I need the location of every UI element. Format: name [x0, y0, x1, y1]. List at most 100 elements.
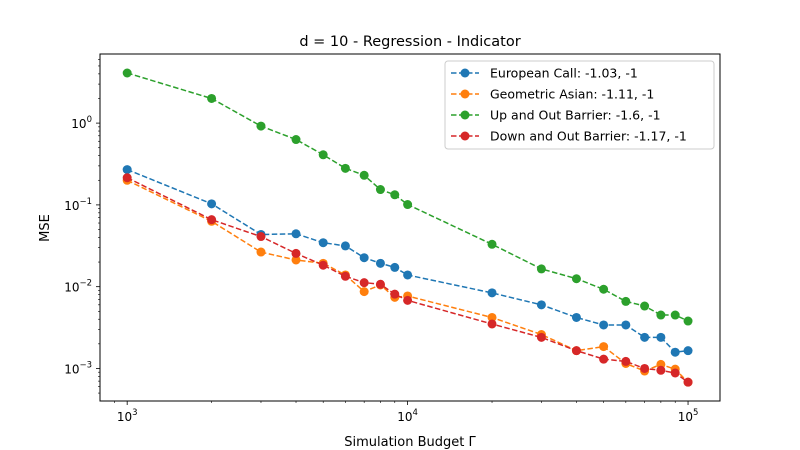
- data-point: [291, 255, 301, 265]
- data-point: [291, 248, 301, 258]
- plot-frame: [99, 53, 721, 402]
- data-point: [256, 232, 266, 242]
- x-tick-label-exponent: 4: [413, 408, 418, 418]
- x-tick-label-base: 10: [117, 410, 132, 424]
- data-point: [359, 253, 369, 263]
- data-point: [122, 173, 132, 183]
- data-point: [487, 312, 497, 322]
- chart-title: d = 10 - Regression - Indicator: [299, 34, 520, 50]
- data-point: [640, 363, 650, 373]
- data-point: [340, 271, 350, 281]
- y-tick-label-base: 10: [64, 362, 79, 376]
- data-point: [403, 270, 413, 280]
- data-point: [670, 310, 680, 320]
- data-point: [390, 289, 400, 299]
- y-tick-label-base: 10: [64, 199, 79, 213]
- x-axis-ticks: 103 104 105: [117, 401, 699, 424]
- data-point: [487, 319, 497, 329]
- data-point: [571, 346, 581, 356]
- data-point: [256, 247, 266, 257]
- y-tick-label-base: 10: [71, 117, 86, 131]
- legend-marker: [460, 131, 470, 141]
- data-point: [683, 346, 693, 356]
- y-tick-label-exponent: −3: [79, 360, 92, 370]
- legend: European Call: -1.03, -1 Geometric Asian:…: [444, 60, 715, 150]
- data-point: [656, 310, 666, 320]
- legend-marker: [460, 110, 470, 120]
- x-tick-label-exponent: 5: [693, 408, 698, 418]
- data-point: [291, 229, 301, 239]
- data-point: [621, 296, 631, 306]
- x-tick-label: 104: [397, 408, 418, 424]
- legend-marker: [460, 68, 470, 78]
- data-point: [207, 199, 217, 209]
- data-point: [318, 260, 328, 270]
- data-point: [599, 284, 609, 294]
- data-point: [318, 150, 328, 160]
- data-point: [640, 301, 650, 311]
- y-tick-label-exponent: 0: [87, 115, 92, 125]
- data-point: [599, 342, 609, 352]
- data-point: [291, 135, 301, 145]
- data-point: [390, 262, 400, 272]
- data-point: [487, 288, 497, 298]
- data-point: [599, 320, 609, 330]
- data-point: [571, 274, 581, 284]
- data-point: [536, 332, 546, 342]
- y-tick-label: 100: [71, 115, 92, 131]
- data-point: [656, 332, 666, 342]
- x-axis-label: Simulation Budget Γ: [344, 435, 476, 450]
- data-point: [207, 93, 217, 103]
- y-axis-label: MSE: [38, 214, 53, 242]
- y-tick-label-base: 10: [64, 281, 79, 295]
- x-tick-label-base: 10: [678, 410, 693, 424]
- data-point: [571, 312, 581, 322]
- data-point: [359, 287, 369, 297]
- series-3: [122, 173, 693, 387]
- data-point: [403, 200, 413, 210]
- data-point: [656, 365, 666, 375]
- x-tick-label: 103: [117, 408, 138, 424]
- series-layer: [122, 68, 693, 387]
- data-point: [375, 279, 385, 289]
- data-point: [599, 354, 609, 364]
- legend-label: European Call: -1.03, -1: [490, 66, 638, 81]
- data-point: [670, 368, 680, 378]
- data-point: [683, 316, 693, 326]
- data-point: [256, 121, 266, 131]
- data-point: [536, 264, 546, 274]
- data-point: [122, 165, 132, 175]
- data-point: [390, 190, 400, 200]
- data-point: [640, 332, 650, 342]
- data-point: [375, 185, 385, 195]
- data-point: [403, 295, 413, 305]
- data-point: [122, 68, 132, 78]
- y-tick-label: 10−1: [64, 197, 92, 213]
- x-tick-label-base: 10: [397, 410, 412, 424]
- legend-label: Geometric Asian: -1.11, -1: [490, 87, 654, 102]
- series-2: [122, 68, 693, 326]
- y-tick-label-exponent: −1: [79, 197, 92, 207]
- legend-label: Up and Out Barrier: -1.6, -1: [490, 108, 661, 123]
- data-point: [670, 347, 680, 357]
- legend-label: Down and Out Barrier: -1.17, -1: [490, 129, 687, 144]
- data-point: [340, 163, 350, 173]
- x-tick-label-exponent: 3: [132, 408, 137, 418]
- y-tick-label: 10−3: [64, 360, 92, 376]
- data-point: [340, 241, 350, 251]
- y-tick-label-exponent: −2: [79, 279, 92, 289]
- data-point: [359, 170, 369, 180]
- data-point: [375, 258, 385, 268]
- data-point: [359, 278, 369, 288]
- data-point: [487, 239, 497, 249]
- data-point: [318, 238, 328, 248]
- legend-marker: [460, 89, 470, 99]
- data-point: [536, 300, 546, 310]
- series-0: [122, 165, 693, 357]
- data-point: [683, 377, 693, 387]
- x-tick-label: 105: [678, 408, 699, 424]
- data-point: [621, 320, 631, 330]
- data-point: [621, 356, 631, 366]
